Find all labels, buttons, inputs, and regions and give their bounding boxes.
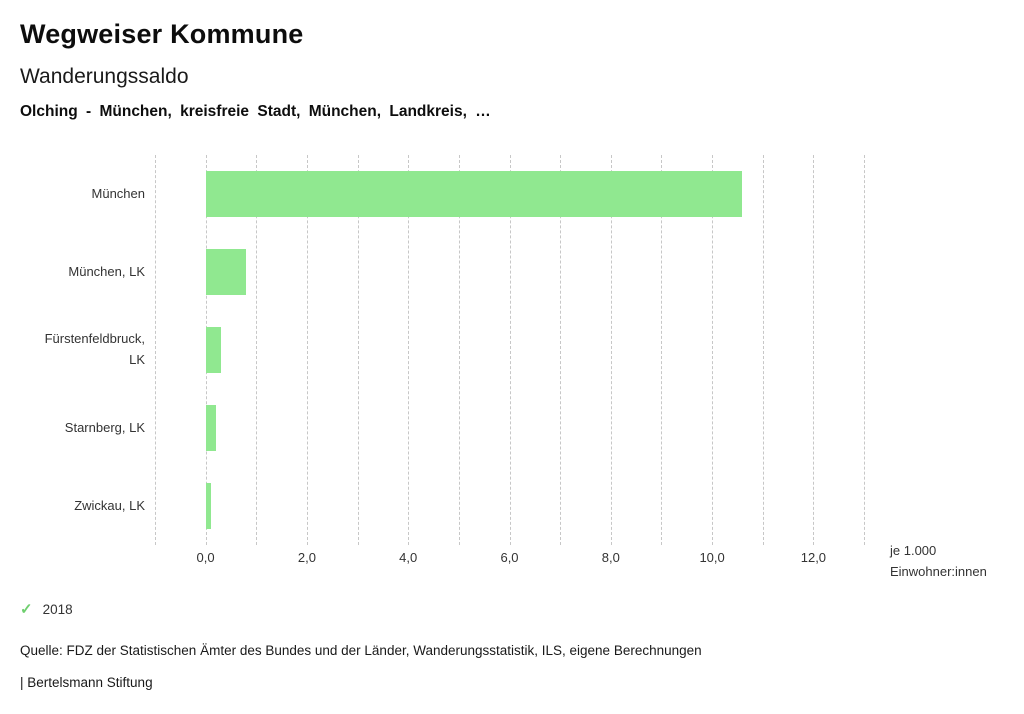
plot-area [155,155,865,545]
legend-item-2018[interactable]: ✓ 2018 [20,602,73,617]
gridline [661,155,663,545]
gridline [306,155,308,545]
x-axis-tick-label: 8,0 [601,550,620,565]
brand-note: | Bertelsmann Stiftung [20,675,153,690]
y-axis-label: Fürstenfeldbruck, LK [44,331,145,367]
gridline [560,155,562,545]
gridline [458,155,460,545]
x-axis-tick-label: 4,0 [399,550,418,565]
chart-bar[interactable] [205,249,247,295]
chart-bar[interactable] [205,327,221,373]
app-title: Wegweiser Kommune [20,19,304,49]
gridline [357,155,359,545]
source-note: Quelle: FDZ der Statistischen Ämter des … [20,643,702,658]
y-axis-label: Starnberg, LK [64,419,145,435]
x-axis-tick-label: 10,0 [699,550,725,565]
gridline [408,155,410,545]
x-axis-tick-label: 2,0 [297,550,316,565]
legend-year-label: 2018 [42,602,73,617]
chart-selection: Olching - München, kreisfreie Stadt, Mün… [20,102,491,120]
x-axis-tick-label: 0,0 [196,550,215,565]
y-axis-label: Zwickau, LK [74,497,145,513]
check-icon: ✓ [20,601,33,618]
gridline [256,155,258,545]
gridline [610,155,612,545]
chart-bar[interactable] [205,171,743,217]
x-axis-unit-label: je 1.000 Einwohner:innen [890,540,987,583]
gridline [712,155,714,545]
y-axis-label: München, LK [68,263,145,279]
gridline [155,155,156,545]
chart-bar[interactable] [205,405,216,451]
gridline [762,155,764,545]
chart-title: Wanderungssaldo [20,64,189,88]
gridline [864,155,865,545]
header: Wegweiser Kommune Wanderungssaldo Olchin… [20,19,491,120]
y-axis-label: München [91,185,145,201]
x-axis-labels: 0,0 2,0 4,0 6,0 8,0 10,0 12,0 [155,550,864,570]
x-axis-tick-label: 12,0 [800,550,827,565]
y-axis-labels: München München, LK Fürstenfeldbruck, LK St… [0,155,145,545]
unit-label-line2: Einwohner:innen [890,564,987,580]
unit-label-line1: je 1.000 [890,543,937,558]
x-axis-tick-label: 6,0 [500,550,519,565]
gridline [813,155,815,545]
gridline [509,155,511,545]
chart-bar[interactable] [205,483,211,529]
